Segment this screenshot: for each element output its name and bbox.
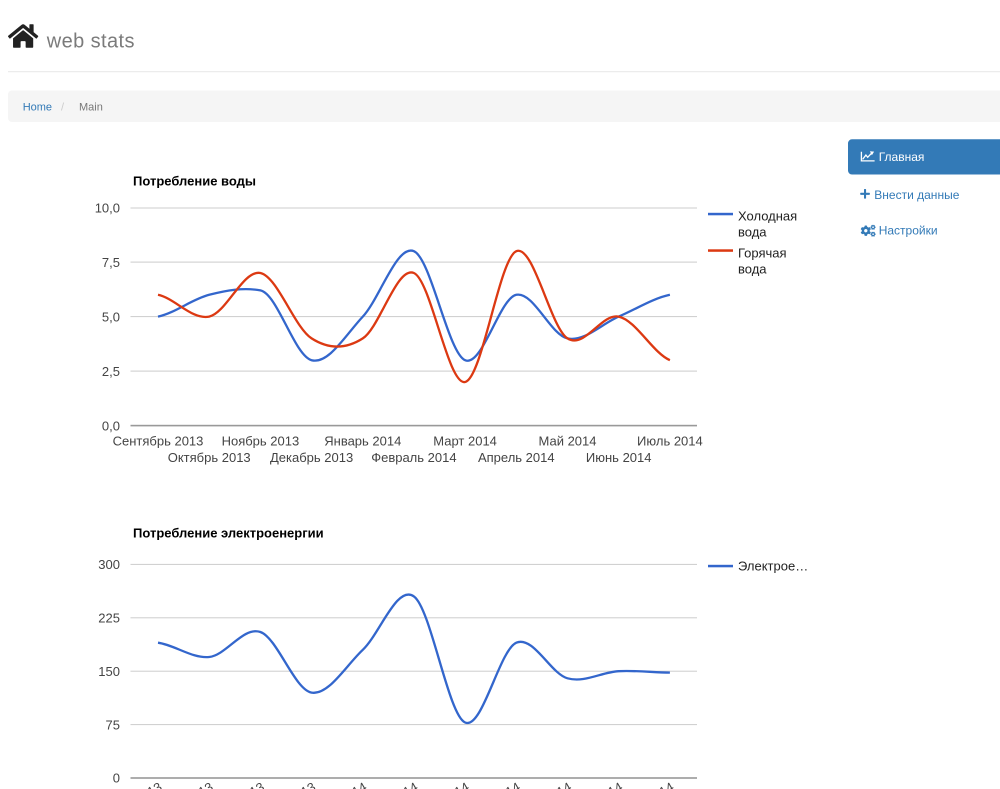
svg-text:Настройки: Настройки [879,224,938,238]
svg-text:Февраль 2014: Февраль 2014 [371,450,456,465]
svg-text:0: 0 [113,771,120,786]
svg-text:300: 300 [98,557,120,572]
svg-text:Март 2014: Март 2014 [433,434,497,449]
svg-text:5,0: 5,0 [102,309,120,324]
svg-text:web stats: web stats [46,31,135,53]
svg-text:Июль 2014: Июль 2014 [637,434,703,449]
svg-text:Main: Main [79,101,103,113]
svg-text:10,0: 10,0 [95,201,120,216]
svg-text:Электрое…: Электрое… [738,559,808,574]
svg-text:Горячая: Горячая [738,246,787,261]
svg-text:0,0: 0,0 [102,418,120,433]
svg-text:Главная: Главная [879,150,925,164]
svg-text:225: 225 [98,611,120,626]
svg-text:Холодная: Холодная [738,209,797,224]
svg-text:Октябрь 2013: Октябрь 2013 [168,450,251,465]
svg-text:Ноябрь 2013: Ноябрь 2013 [222,434,300,449]
svg-text:вода: вода [738,262,767,277]
svg-text:Потребление электроенергии: Потребление электроенергии [133,526,324,541]
svg-text:Home: Home [23,101,52,113]
svg-text:Июнь 2014: Июнь 2014 [586,450,652,465]
svg-text:150: 150 [98,664,120,679]
svg-text:вода: вода [738,225,767,240]
svg-text:Внести данные: Внести данные [874,188,959,202]
svg-text:Январь 2014: Январь 2014 [324,434,401,449]
svg-text:Потребление воды: Потребление воды [133,174,256,189]
svg-text:/: / [61,101,65,113]
svg-text:75: 75 [106,717,120,732]
svg-text:Декабрь 2013: Декабрь 2013 [270,450,353,465]
svg-text:7,5: 7,5 [102,255,120,270]
svg-text:Май 2014: Май 2014 [539,434,597,449]
svg-text:2,5: 2,5 [102,364,120,379]
svg-text:Апрель 2014: Апрель 2014 [478,450,555,465]
svg-text:Сентябрь 2013: Сентябрь 2013 [113,434,204,449]
